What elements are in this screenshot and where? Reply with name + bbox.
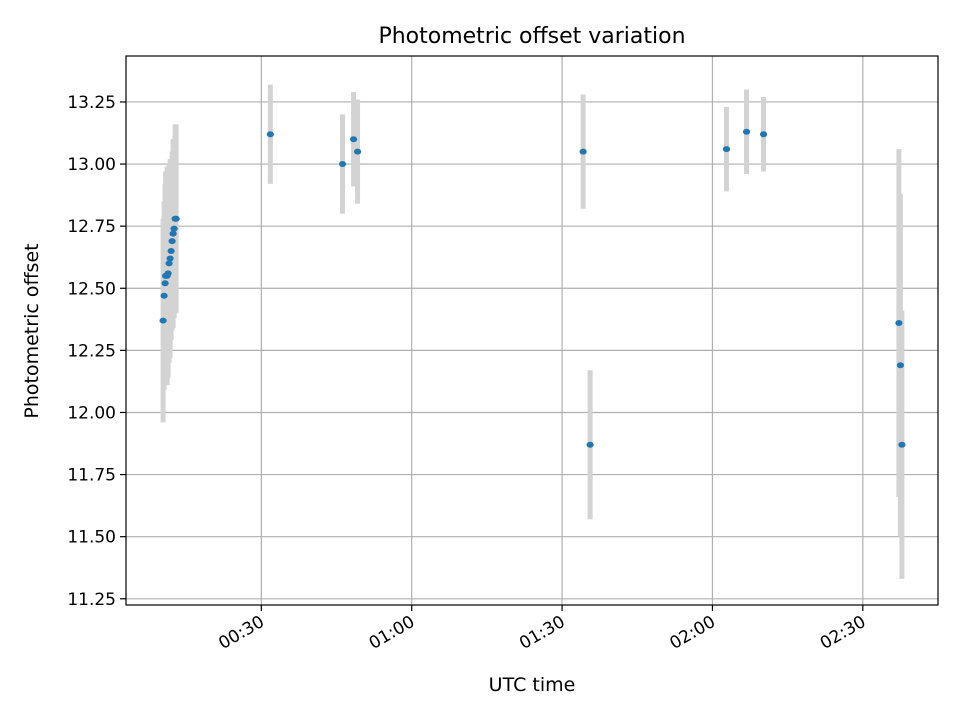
x-axis-label: UTC time xyxy=(489,674,576,696)
data-point xyxy=(586,441,594,448)
data-point xyxy=(896,362,905,369)
grid xyxy=(126,56,938,605)
data-point xyxy=(579,148,587,155)
y-tick-label: 12.75 xyxy=(67,217,116,237)
y-tick-label: 12.00 xyxy=(67,403,116,423)
data-points xyxy=(159,128,906,448)
y-axis-ticks: 11.25 11.50 11.75 12.00 12.25 12.50 12.75 13.00… xyxy=(67,93,126,610)
data-point xyxy=(172,215,180,222)
y-axis-label: Photometric offset xyxy=(21,243,43,418)
data-point xyxy=(165,260,173,267)
y-tick-label: 11.75 xyxy=(67,466,116,486)
y-tick-label: 12.25 xyxy=(67,341,116,361)
data-point xyxy=(266,131,274,138)
data-point xyxy=(160,292,168,299)
y-tick-label: 13.00 xyxy=(67,155,116,175)
data-point xyxy=(349,136,358,143)
data-point xyxy=(164,270,172,277)
data-point xyxy=(898,441,906,448)
y-tick-label: 11.25 xyxy=(67,590,116,610)
plot-frame xyxy=(125,55,939,606)
data-point xyxy=(759,131,768,138)
y-tick-label: 11.50 xyxy=(67,528,116,548)
data-point xyxy=(895,320,903,327)
data-point xyxy=(169,230,177,237)
data-point xyxy=(742,128,751,135)
data-point xyxy=(722,146,731,153)
data-point xyxy=(166,255,174,262)
data-point xyxy=(338,161,347,168)
y-tick-label: 12.50 xyxy=(67,279,116,299)
y-tick-label: 13.25 xyxy=(67,93,116,113)
data-point xyxy=(159,317,167,324)
data-point xyxy=(168,238,176,245)
data-point xyxy=(161,280,169,287)
chart-title: Photometric offset variation xyxy=(378,24,685,49)
data-point xyxy=(353,148,362,155)
data-point xyxy=(167,248,175,255)
data-point xyxy=(170,225,178,232)
